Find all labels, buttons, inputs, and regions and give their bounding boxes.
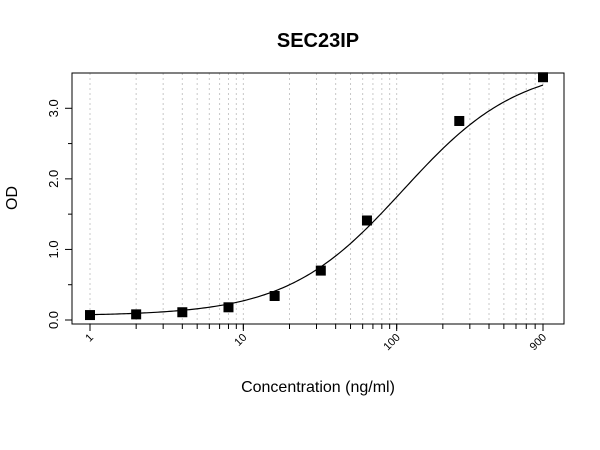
data-point <box>269 291 280 302</box>
data-point <box>361 215 372 226</box>
y-tick-label: 0.0 <box>46 311 61 329</box>
x-tick-label: 10 <box>232 332 249 349</box>
data-point <box>85 310 95 321</box>
y-axis-label: OD <box>4 186 21 210</box>
y-tick-label: 2.0 <box>46 170 61 188</box>
x-tick-label: 1 <box>83 332 96 345</box>
x-axis-label: Concentration (ng/ml) <box>241 379 395 396</box>
data-points <box>85 72 548 321</box>
data-point <box>131 309 142 320</box>
data-point <box>177 307 188 318</box>
x-tick-label: 900 <box>528 332 549 353</box>
y-tick-label: 1.0 <box>46 240 61 258</box>
data-point <box>538 72 548 83</box>
data-point <box>454 115 465 126</box>
plot-frame <box>71 72 565 325</box>
y-tick-label: 3.0 <box>46 99 61 117</box>
y-axis: 0.0 1.0 2.0 3.0 <box>46 99 72 329</box>
chart-title: SEC23IP <box>277 30 359 52</box>
x-tick-label: 100 <box>381 332 402 353</box>
data-point <box>223 302 234 313</box>
data-point <box>315 265 326 276</box>
x-axis: 1 10 100 900 <box>83 324 549 353</box>
grid-lines <box>89 73 544 324</box>
